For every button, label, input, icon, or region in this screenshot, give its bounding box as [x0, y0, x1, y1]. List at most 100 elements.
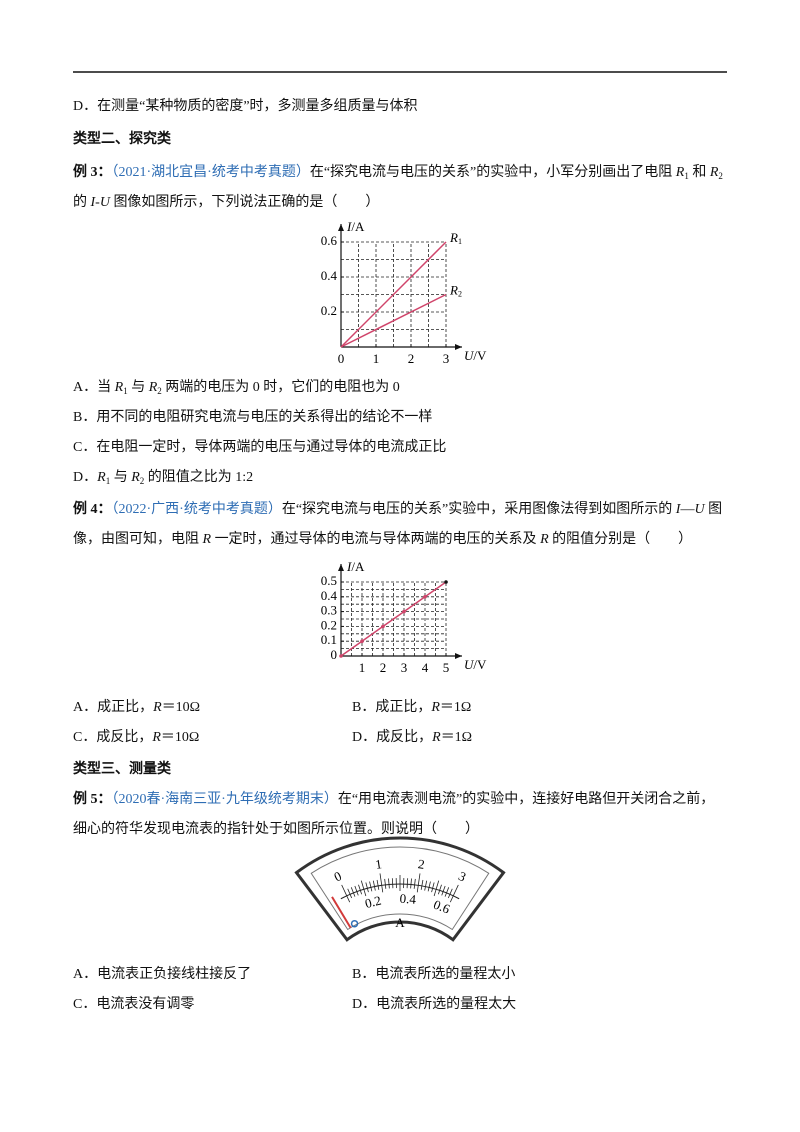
italic-run: R: [432, 730, 441, 745]
text-run: B．成正比，: [352, 700, 432, 715]
x-tick-label: 5: [443, 660, 450, 675]
scale-tick: [449, 884, 459, 903]
italic-run: I-U: [90, 195, 110, 210]
scale-tick: [358, 884, 363, 895]
text-run: /V: [473, 348, 487, 363]
section-heading: 类型二、探究类: [73, 132, 171, 147]
italic-run: R: [449, 282, 458, 297]
question: 例 4：（2022·广西·统考中考真题）在“探究电流与电压的关系”实验中，采用图…: [73, 495, 727, 555]
scale-tick: [360, 880, 367, 897]
scale-tick: [376, 879, 380, 890]
scale-tick: [379, 873, 384, 893]
needle-knob: [350, 919, 359, 928]
y-tick-label: 0.2: [321, 303, 337, 318]
scale-tick: [388, 878, 390, 889]
text-run: D．: [73, 470, 98, 485]
italic-run: R: [97, 470, 106, 485]
text-run: C．电流表没有调零: [73, 997, 195, 1012]
text-run: 在“探究电流与电压的关系”的实验中，小军分别画出了电阻: [309, 165, 676, 180]
text-run: ＝10Ω: [161, 700, 201, 715]
option: B．用不同的电阻研究电流与电压的关系得出的结论不一样: [73, 403, 727, 433]
data-line: [340, 581, 447, 657]
subscript: 1: [458, 237, 462, 246]
text-run: C．成反比，: [73, 730, 153, 745]
data-line: [340, 241, 447, 348]
option: B．电流表所选的量程太小: [352, 960, 652, 990]
x-tick-label: 3: [401, 660, 408, 675]
option: D．在测量“某种物质的密度”时，多测量多组质量与体积: [73, 92, 727, 122]
scale-label: 0.2: [363, 893, 382, 911]
scale-label: 2: [417, 856, 426, 872]
axis-arrow: [455, 344, 462, 350]
scale-tick: [391, 878, 394, 889]
option: C．在电阻一定时，导体两端的电压与通过导体的电流成正比: [73, 433, 727, 463]
subscript: 1: [105, 476, 111, 486]
scale-tick: [347, 888, 353, 899]
scale-tick: [437, 884, 442, 895]
needle: [331, 896, 352, 929]
y-tick-label: 0.4: [321, 268, 338, 283]
y-tick-label: 0.4: [321, 588, 338, 603]
question-source: （2022·广西·统考中考真题）: [111, 502, 282, 517]
italic-run: U: [464, 348, 475, 363]
italic-run: U: [694, 502, 705, 517]
text-run: B．用不同的电阻研究电流与电压的关系得出的结论不一样: [73, 410, 433, 425]
text-run: A．电流表正负接线柱接反了: [73, 967, 252, 982]
italic-run: R: [114, 380, 124, 395]
y-tick-label: 0: [331, 647, 338, 662]
text-run: 的阻值之比为 1:2: [144, 470, 254, 485]
axis-arrow: [455, 653, 462, 659]
x-tick-label: 1: [373, 351, 380, 366]
italic-run: R: [675, 165, 685, 180]
scale-tick: [410, 878, 412, 889]
subscript: 2: [718, 171, 723, 181]
scale-tick: [413, 878, 416, 889]
text-run: /A: [351, 559, 365, 574]
question-source: （2021·湖北宜昌·统考中考真题）: [111, 165, 310, 180]
text-run: ＝10Ω: [160, 730, 200, 745]
section: 类型二、探究类: [73, 125, 727, 155]
text-run: 和: [688, 165, 710, 180]
y-tick-label: 0.5: [321, 573, 337, 588]
italic-run: R: [131, 470, 140, 485]
x-axis-label: U/V: [464, 657, 487, 672]
option: D．成反比，R＝1Ω: [352, 723, 652, 753]
y-tick-label: 0.6: [321, 233, 338, 248]
y-tick-label: 0.1: [321, 632, 337, 647]
italic-run: R: [709, 165, 719, 180]
scale-tick: [350, 887, 356, 897]
x-tick-label: 1: [359, 660, 366, 675]
scale-label: 1: [374, 856, 383, 872]
x-tick-label: 2: [408, 351, 415, 366]
option: A．当 R1 与 R2 两端的电压为 0 时，它们的电阻也为 0: [73, 373, 727, 403]
scale-tick: [424, 880, 428, 891]
x-tick-label: 0: [338, 351, 345, 366]
text-run: ＝1Ω: [440, 730, 473, 745]
section: 类型三、测量类: [73, 755, 727, 785]
scale-tick: [444, 887, 450, 897]
scale-tick: [341, 884, 351, 903]
text-run: /A: [351, 219, 365, 234]
text-run: 一定时，通过导体的电流与导体两端的电压的关系及: [211, 532, 541, 547]
option: A．电流表正负接线柱接反了: [73, 960, 373, 990]
text-run: 与: [127, 380, 149, 395]
option: D．电流表所选的量程太大: [352, 990, 652, 1020]
subscript: 1: [684, 171, 689, 181]
y-tick-label: 0.3: [321, 603, 337, 618]
scale-tick: [433, 880, 440, 897]
text-run: —: [680, 502, 695, 517]
scale-tick: [365, 882, 369, 893]
text-run: 图像如图所示，下列说法正确的是（ ）: [109, 195, 380, 210]
subscript: 2: [157, 386, 162, 396]
italic-run: U: [464, 657, 475, 672]
text-run: 两端的电压为 0 时，它们的电阻也为 0: [161, 380, 400, 395]
data-point: [402, 609, 406, 614]
option-text: D．在测量“某种物质的密度”时，多测量多组质量与体积: [73, 99, 418, 114]
option: A．成正比，R＝10Ω: [73, 693, 373, 723]
x-tick-label: 3: [443, 351, 450, 366]
option: D．R1 与 R2 的阻值之比为 1:2: [73, 463, 727, 493]
italic-run: R: [449, 230, 458, 245]
italic-run: I: [346, 559, 352, 574]
x-tick-label: 2: [380, 660, 387, 675]
